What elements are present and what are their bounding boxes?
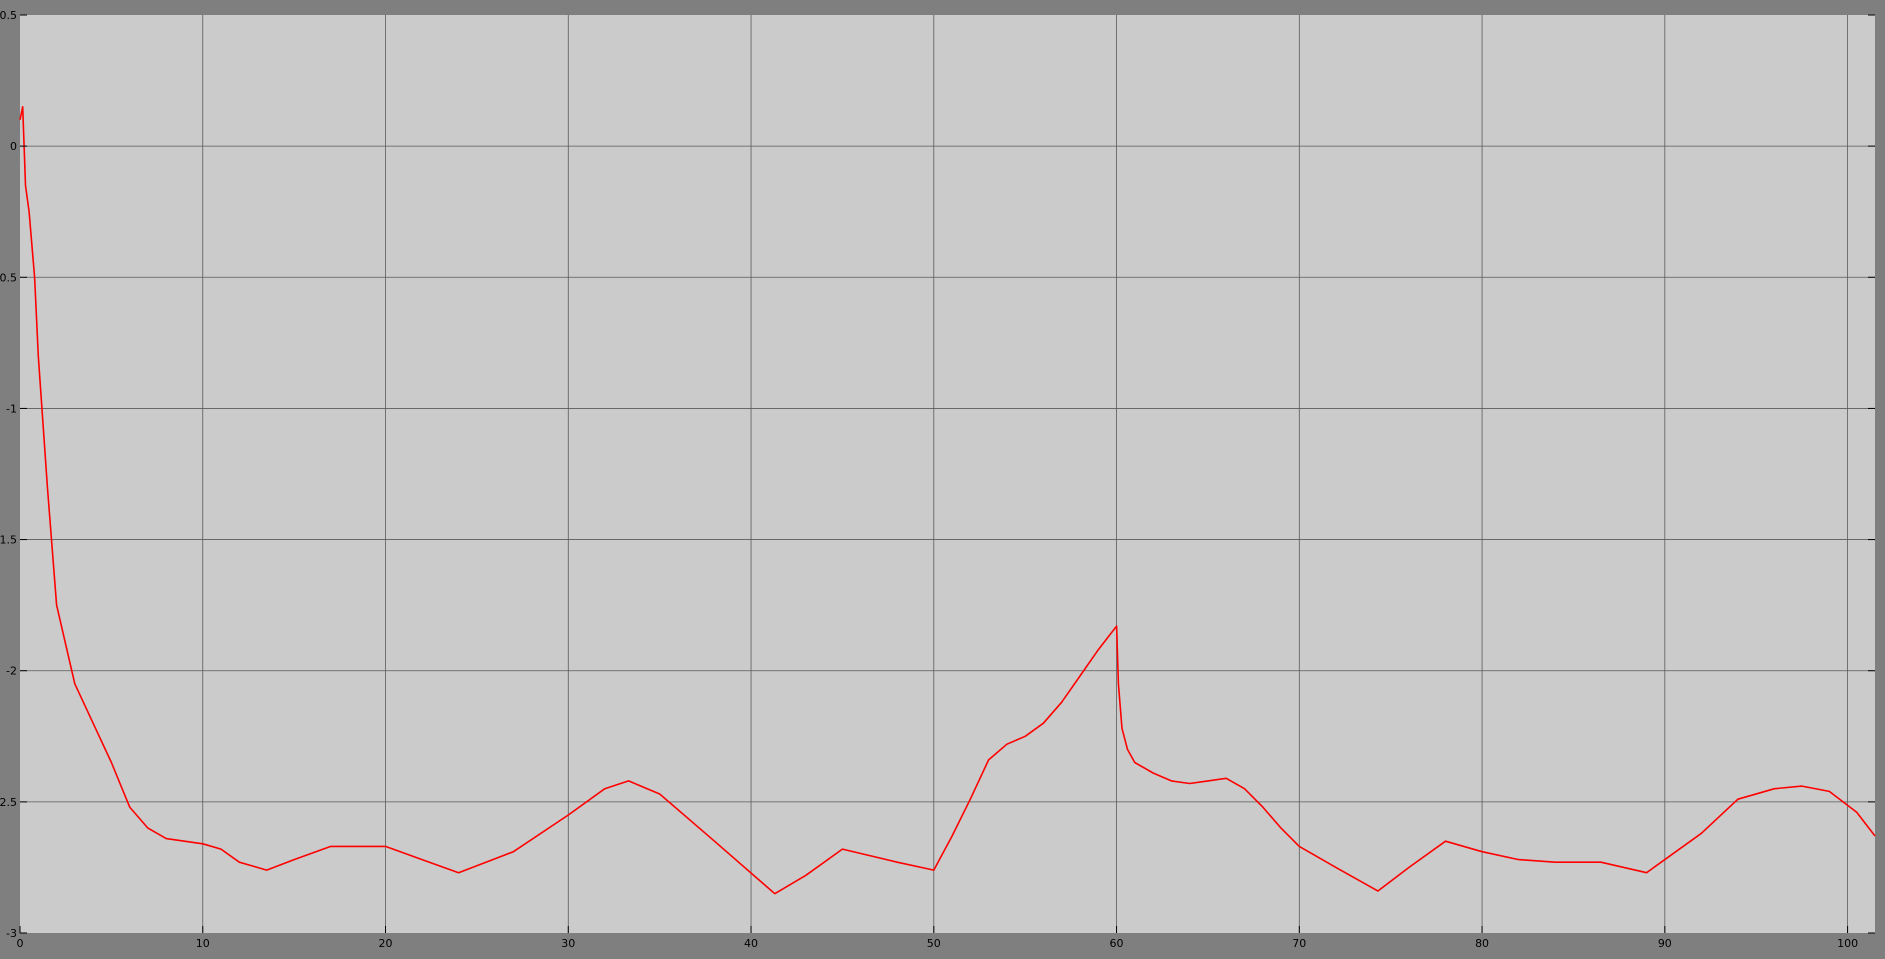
x-tick-label: 0 xyxy=(17,937,24,950)
grid-lines xyxy=(20,15,1875,933)
x-tick-label: 50 xyxy=(927,937,941,950)
x-axis-ticks: 0 10 20 30 40 50 60 70 80 90 100 xyxy=(17,926,1858,950)
series-line xyxy=(19,106,1876,895)
x-tick-label: 60 xyxy=(1110,937,1124,950)
x-tick-label: 90 xyxy=(1658,937,1672,950)
y-tick-label: -2 xyxy=(6,665,17,678)
x-tick-label: 30 xyxy=(561,937,575,950)
x-tick-label: 100 xyxy=(1837,937,1858,950)
x-tick-label: 80 xyxy=(1475,937,1489,950)
y-tick-label: -1 xyxy=(6,402,17,415)
y-tick-label: 0 xyxy=(10,140,17,153)
x-tick-label: 10 xyxy=(196,937,210,950)
y-tick-label: -3 xyxy=(6,927,17,940)
x-tick-label: 20 xyxy=(379,937,393,950)
x-tick-label: 70 xyxy=(1292,937,1306,950)
y-axis-ticks: 0.5 0 0.5 -1 1.5 -2 2.5 -3 xyxy=(0,9,1875,940)
y-tick-label: 0.5 xyxy=(0,9,17,22)
series-layer xyxy=(19,106,1876,895)
y-tick-label: 1.5 xyxy=(0,534,17,547)
y-tick-label: 0.5 xyxy=(0,271,17,284)
plot-area xyxy=(20,15,1875,933)
y-tick-label: 2.5 xyxy=(0,796,17,809)
x-tick-label: 40 xyxy=(744,937,758,950)
